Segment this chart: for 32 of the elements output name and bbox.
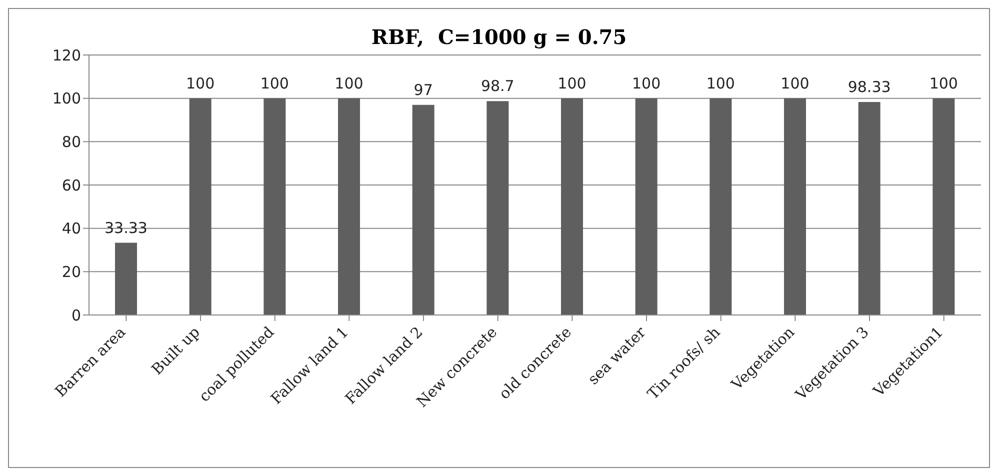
data-label: 98.33	[848, 78, 891, 96]
y-tick-label: 40	[62, 220, 81, 238]
bar	[115, 242, 137, 315]
data-label: 98.7	[480, 77, 514, 96]
data-label: 97	[414, 80, 433, 99]
bar	[710, 98, 732, 315]
chart-title: RBF, C=1000 g = 0.75	[371, 25, 627, 49]
data-label: 100	[558, 74, 586, 92]
bar	[561, 98, 583, 315]
bar	[858, 102, 880, 315]
y-tick-label: 80	[62, 132, 81, 151]
y-tick-label: 20	[62, 262, 81, 281]
y-tick-label: 100	[52, 90, 81, 108]
bar	[189, 98, 212, 315]
data-label: 100	[780, 74, 810, 92]
data-label: 100	[706, 74, 735, 92]
y-tick-label: 0	[71, 306, 81, 324]
bar	[412, 104, 434, 315]
bar	[338, 98, 360, 315]
bar	[784, 98, 806, 315]
y-tick-label: 120	[52, 46, 81, 64]
bar	[486, 101, 509, 315]
bar	[932, 98, 955, 315]
bar	[264, 98, 286, 315]
data-label: 100	[260, 74, 289, 92]
y-tick-label: 60	[62, 176, 81, 194]
data-label: 100	[186, 74, 215, 92]
data-label: 33.33	[104, 218, 148, 237]
data-label: 100	[632, 74, 661, 92]
data-label: 100	[334, 74, 364, 92]
bar	[635, 98, 658, 315]
data-label: 100	[929, 74, 958, 92]
